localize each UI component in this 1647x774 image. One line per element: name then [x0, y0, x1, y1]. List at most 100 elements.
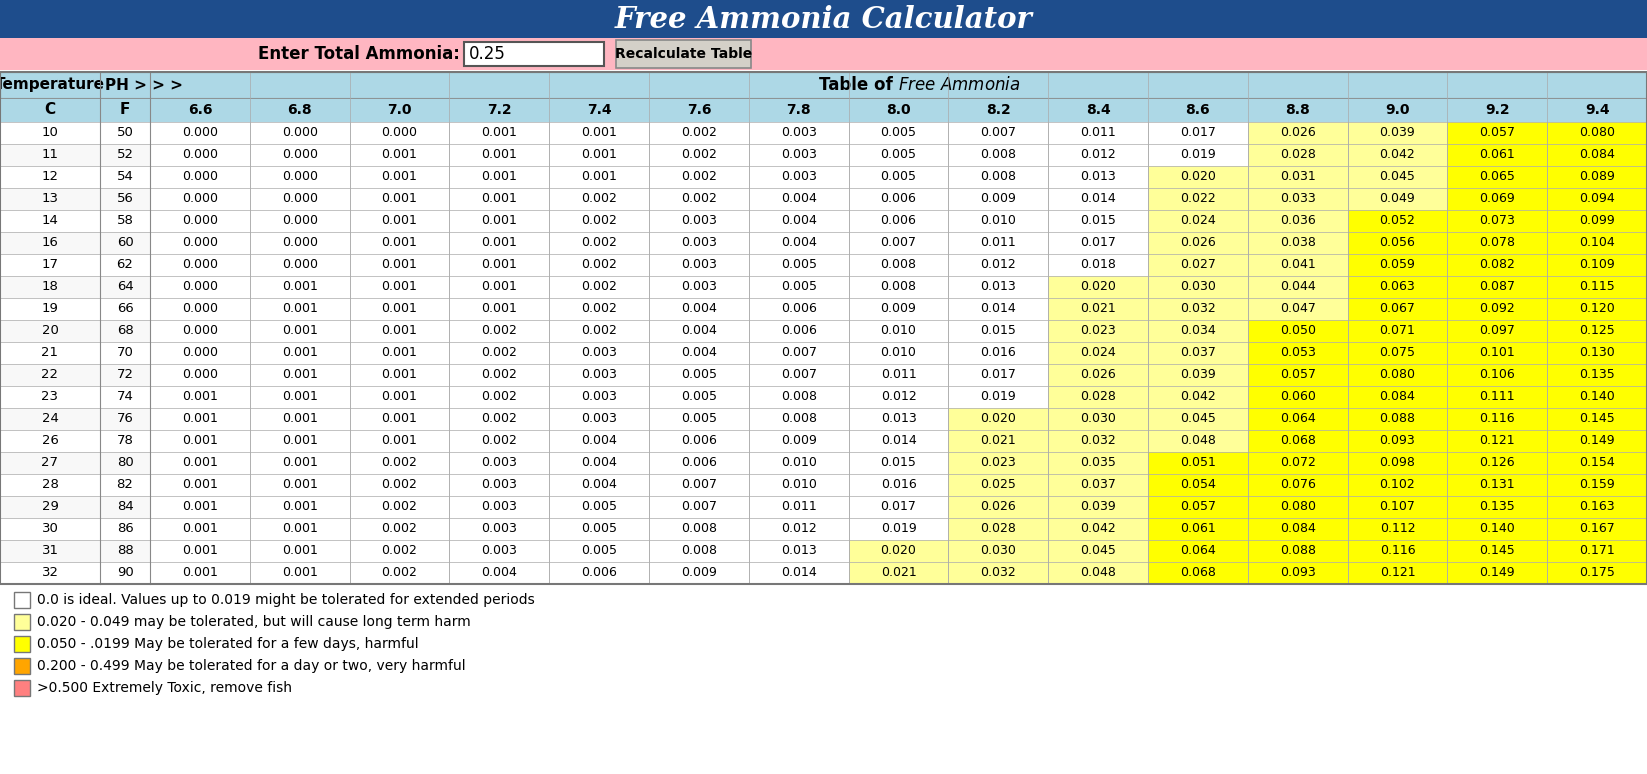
Text: 0.012: 0.012: [781, 522, 817, 536]
Text: 0.175: 0.175: [1579, 567, 1616, 580]
Text: 0.145: 0.145: [1579, 413, 1616, 426]
Bar: [749, 166, 848, 188]
Text: 84: 84: [117, 501, 133, 513]
Bar: [1347, 496, 1448, 518]
Bar: [1148, 254, 1248, 276]
Text: 0.028: 0.028: [1080, 391, 1117, 403]
Text: 0.025: 0.025: [980, 478, 1016, 491]
Bar: [848, 188, 949, 210]
Bar: [349, 276, 450, 298]
Text: 0.000: 0.000: [181, 237, 217, 249]
Bar: [548, 518, 649, 540]
Text: 0.039: 0.039: [1380, 126, 1415, 139]
Bar: [749, 562, 848, 584]
Text: 0.028: 0.028: [1280, 149, 1316, 162]
Text: 0.009: 0.009: [781, 434, 817, 447]
Bar: [1448, 518, 1547, 540]
Text: 0.000: 0.000: [282, 149, 318, 162]
Text: 0.000: 0.000: [181, 303, 217, 316]
Text: 8.4: 8.4: [1085, 103, 1110, 117]
Text: 0.001: 0.001: [581, 149, 618, 162]
Text: 0.017: 0.017: [980, 368, 1016, 382]
Bar: [150, 452, 250, 474]
Bar: [1047, 144, 1148, 166]
Bar: [100, 320, 150, 342]
Text: 0.001: 0.001: [581, 170, 618, 183]
Bar: [649, 518, 749, 540]
Text: 0.087: 0.087: [1479, 280, 1515, 293]
Text: 0.028: 0.028: [980, 522, 1016, 536]
Text: 0.032: 0.032: [1179, 303, 1215, 316]
Text: 0.004: 0.004: [680, 347, 716, 359]
Bar: [649, 430, 749, 452]
Bar: [100, 364, 150, 386]
Bar: [0, 232, 100, 254]
Bar: [1347, 210, 1448, 232]
Text: 0.044: 0.044: [1280, 280, 1316, 293]
Bar: [649, 496, 749, 518]
Text: 0.021: 0.021: [1080, 303, 1117, 316]
Text: 0.003: 0.003: [781, 170, 817, 183]
Bar: [450, 364, 548, 386]
Text: 0.001: 0.001: [181, 457, 217, 470]
Text: 0.039: 0.039: [1179, 368, 1215, 382]
Text: 0.002: 0.002: [382, 544, 417, 557]
Text: 0.082: 0.082: [1479, 259, 1515, 272]
Bar: [0, 122, 100, 144]
Text: 0.001: 0.001: [481, 193, 517, 206]
Bar: [1448, 540, 1547, 562]
Bar: [150, 320, 250, 342]
Text: 0.008: 0.008: [980, 170, 1016, 183]
Bar: [548, 232, 649, 254]
Text: 0.015: 0.015: [881, 457, 916, 470]
Bar: [1448, 122, 1547, 144]
Text: 13: 13: [41, 193, 59, 206]
Bar: [349, 188, 450, 210]
Bar: [250, 474, 349, 496]
Text: 0.042: 0.042: [1179, 391, 1215, 403]
Bar: [450, 518, 548, 540]
Bar: [349, 122, 450, 144]
Text: 0.002: 0.002: [382, 501, 417, 513]
Bar: [150, 496, 250, 518]
Bar: [1347, 342, 1448, 364]
Bar: [616, 40, 751, 68]
Bar: [150, 122, 250, 144]
Text: 0.000: 0.000: [181, 193, 217, 206]
Text: 0.005: 0.005: [680, 368, 716, 382]
Text: 0.004: 0.004: [481, 567, 517, 580]
Bar: [1547, 144, 1647, 166]
Bar: [150, 254, 250, 276]
Bar: [150, 364, 250, 386]
Text: 0.001: 0.001: [481, 126, 517, 139]
Text: 0.020: 0.020: [980, 413, 1016, 426]
Text: 0.045: 0.045: [1179, 413, 1215, 426]
Bar: [349, 232, 450, 254]
Text: 0.011: 0.011: [881, 368, 916, 382]
Bar: [1347, 166, 1448, 188]
Bar: [848, 342, 949, 364]
Bar: [250, 518, 349, 540]
Bar: [848, 474, 949, 496]
Bar: [548, 430, 649, 452]
Text: 24: 24: [41, 413, 58, 426]
Text: 0.020: 0.020: [1179, 170, 1215, 183]
Text: 0.084: 0.084: [1579, 149, 1616, 162]
Text: 0.154: 0.154: [1579, 457, 1616, 470]
Text: 0.001: 0.001: [382, 280, 417, 293]
Bar: [0, 210, 100, 232]
Bar: [0, 342, 1647, 364]
Bar: [0, 38, 1647, 70]
Bar: [548, 254, 649, 276]
Text: 20: 20: [41, 324, 58, 337]
Text: 0.004: 0.004: [781, 193, 817, 206]
Text: 0.000: 0.000: [181, 368, 217, 382]
Bar: [649, 210, 749, 232]
Text: 0.003: 0.003: [581, 413, 618, 426]
Text: 0.001: 0.001: [282, 324, 318, 337]
Text: 0.045: 0.045: [1080, 544, 1117, 557]
Bar: [949, 276, 1047, 298]
Bar: [150, 342, 250, 364]
Text: 0.003: 0.003: [481, 544, 517, 557]
Text: 0.075: 0.075: [1380, 347, 1415, 359]
